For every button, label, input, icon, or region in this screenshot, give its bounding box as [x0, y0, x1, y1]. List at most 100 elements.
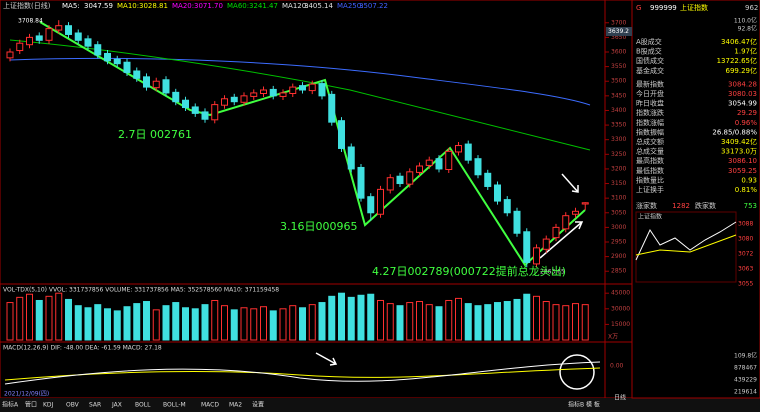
volume-bar: [318, 302, 326, 341]
volume-tick-label: 30000: [611, 305, 630, 312]
macd-dea: [4, 367, 601, 381]
toolbar-tab: 管口: [25, 401, 37, 409]
panel-value: 33173.0万: [721, 148, 757, 156]
volume-bar: [552, 304, 560, 341]
y-tick-label: 2850: [611, 268, 626, 275]
indicator-name: MA5:: [62, 2, 80, 10]
candle-body: [152, 80, 160, 89]
volume-bar: [84, 307, 92, 341]
volume-bar: [152, 309, 160, 341]
panel-code: 999999: [650, 4, 677, 12]
y-tick-label: 3500: [611, 78, 626, 85]
volume-bar: [191, 308, 199, 341]
candle-body: [338, 120, 345, 149]
volume-bar: [172, 302, 180, 341]
volume-bar: [464, 303, 472, 341]
volume-bar: [377, 299, 384, 341]
volume-bar: [299, 307, 306, 341]
volume-bar: [484, 304, 492, 341]
volume-bar: [572, 303, 579, 341]
mini-tick: 3088: [738, 221, 753, 228]
volume-bar: [416, 301, 423, 341]
panel-label: 基金成交: [636, 66, 664, 75]
highlight-circle: [559, 354, 595, 390]
volume-bar: [347, 296, 355, 341]
lower-label: 219614: [734, 389, 757, 396]
candle-body: [396, 175, 404, 185]
indicator-value: 3028.81: [139, 2, 168, 10]
candle-body: [513, 210, 521, 234]
indicator-value: 3071.70: [194, 2, 223, 10]
volume-bar: [133, 303, 141, 341]
panel-label: 跌家数: [695, 201, 716, 210]
current-label: 3639.2: [608, 28, 629, 35]
panel-label: B股成交: [636, 47, 662, 56]
candle-body: [445, 150, 453, 171]
arrow: [315, 352, 338, 366]
toolbar-tab: KDJ: [43, 402, 54, 409]
panel-value: 26.85/0.88%: [712, 128, 757, 136]
panel-label: 最新指数: [636, 79, 664, 88]
candle-body: [172, 91, 180, 103]
volume-tick-label: 45000: [611, 290, 630, 297]
toolbar-tab: SAR: [89, 402, 101, 409]
volume-title: VOL-TDX(5,10) VVOL: 331737856 VOLUME: 33…: [3, 287, 279, 294]
volume-bar: [104, 308, 111, 341]
candle-body: [572, 210, 579, 215]
indicator-name: MA60:: [227, 2, 249, 10]
volume-bar: [338, 292, 345, 341]
panel-label: 指数振幅: [636, 127, 664, 136]
arrow: [539, 221, 584, 259]
mini-chart: [635, 211, 737, 283]
volume-bar: [250, 308, 258, 341]
panel-value: 3059.25: [728, 167, 757, 175]
candle-body: [308, 83, 316, 92]
y-tick-label: 3050: [611, 209, 626, 216]
candle-body: [357, 166, 365, 199]
volume-bar: [455, 297, 462, 341]
candle-body: [503, 199, 511, 214]
candle-body: [279, 92, 287, 97]
side-panel: [631, 0, 760, 399]
volume-bar: [6, 302, 14, 341]
candle-body: [133, 70, 141, 79]
mini-tick: 3080: [738, 236, 753, 243]
candle-body: [65, 25, 72, 35]
toolbar-tab: BOLL-M: [163, 402, 186, 409]
lower-label: 109.8亿: [734, 352, 757, 360]
candle-body: [6, 51, 14, 59]
candle-body: [123, 61, 131, 73]
low-label: 2863.65: [540, 269, 565, 276]
toolbar-tab: JAX: [111, 402, 122, 409]
candle-body: [240, 95, 248, 103]
candle-body: [552, 226, 560, 239]
panel-value: 0.81%: [735, 186, 758, 194]
mini-tick: 3072: [738, 251, 753, 258]
volume-bar: [308, 304, 316, 341]
candle-body: [250, 92, 258, 97]
volume-bar: [123, 306, 131, 341]
y-tick-label: 3450: [611, 92, 626, 99]
volume-bar: [211, 299, 219, 341]
volume-bar: [230, 309, 238, 341]
candle-body: [455, 145, 462, 153]
current-box: [606, 27, 632, 36]
candle-body: [523, 231, 531, 263]
mini-line: [635, 234, 737, 256]
candle-body: [162, 79, 170, 94]
panel-label: 指数涨跌: [636, 108, 664, 117]
candle-body: [230, 96, 238, 103]
volume-bar: [221, 305, 228, 341]
lower-label: 878467: [734, 365, 757, 372]
candle-body: [211, 104, 219, 121]
volume-bar: [162, 305, 170, 341]
volume-bar: [581, 304, 589, 341]
panel-label: 国债成交: [636, 56, 664, 65]
candle-body: [55, 25, 63, 31]
candle-body: [182, 99, 189, 109]
panel-value: 699.29亿: [726, 66, 758, 75]
candle-body: [581, 202, 589, 205]
y-tick-label: 2900: [611, 253, 626, 260]
y-tick-label: 3150: [611, 180, 626, 187]
panel-flag: G: [636, 4, 641, 12]
